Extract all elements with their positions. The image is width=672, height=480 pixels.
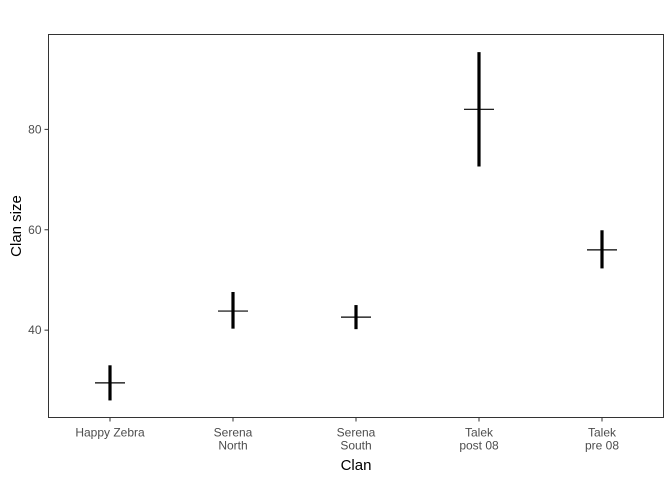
x-tick-label-line: Happy Zebra <box>75 426 145 440</box>
x-tick-label: Serena South <box>337 426 376 453</box>
panel-border <box>48 34 664 418</box>
x-tick-label-line: post 08 <box>459 439 499 453</box>
y-tick-label: 40 <box>28 323 42 337</box>
x-tick-label: Talek pre 08 <box>585 426 619 453</box>
x-tick-label-line: Serena <box>214 426 253 440</box>
x-tick-label-line: Talek <box>465 426 494 440</box>
y-axis-title: Clan size <box>8 195 25 257</box>
y-tick-label: 60 <box>28 223 42 237</box>
x-tick-label-line: South <box>340 439 371 453</box>
x-tick-label: Happy Zebra <box>75 426 145 440</box>
x-tick-label-line: pre 08 <box>585 439 619 453</box>
chart-marks <box>95 52 617 401</box>
x-tick-label-line: Talek <box>588 426 617 440</box>
y-axis: 40 60 80 <box>28 122 49 337</box>
x-tick-label-line: North <box>218 439 247 453</box>
x-tick-label-line: Serena <box>337 426 376 440</box>
x-axis-title: Clan <box>341 457 372 474</box>
y-tick-label: 80 <box>28 122 42 136</box>
x-tick-label: Serena North <box>214 426 253 453</box>
x-tick-label: Talek post 08 <box>459 426 499 453</box>
